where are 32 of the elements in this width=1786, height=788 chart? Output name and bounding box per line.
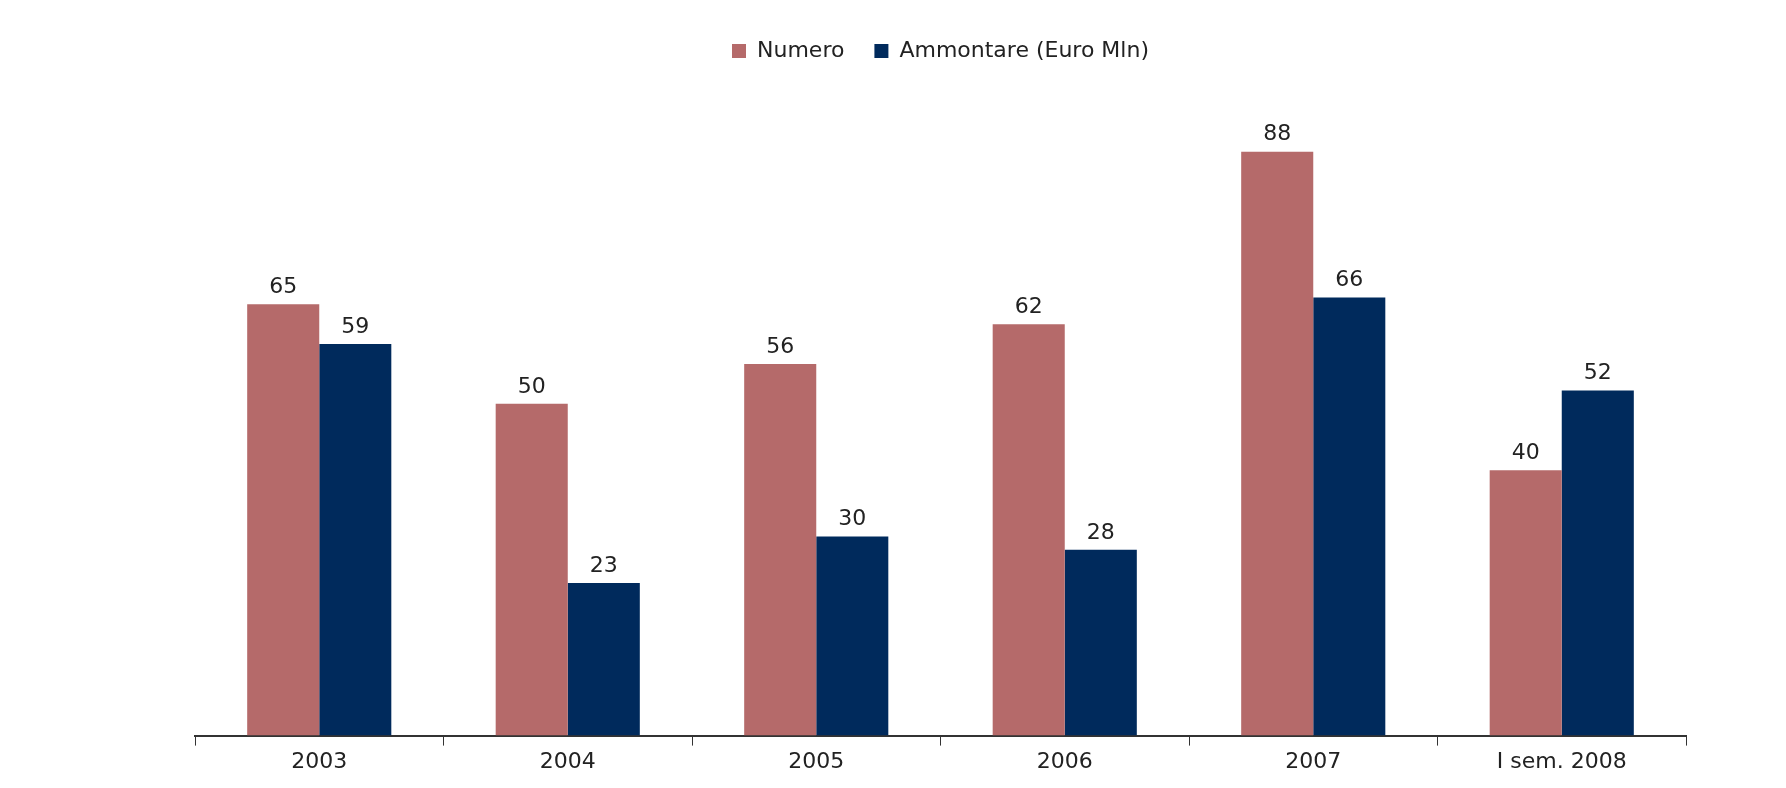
data-label: 23 xyxy=(589,551,618,577)
x-tick-label: 2005 xyxy=(788,747,845,773)
data-label: 56 xyxy=(766,332,795,358)
data-label: 40 xyxy=(1511,438,1540,464)
x-tick-label: 2004 xyxy=(539,747,596,773)
legend-label: Numero xyxy=(757,36,845,62)
data-label: 28 xyxy=(1086,518,1115,544)
x-tick-label: 2003 xyxy=(291,747,348,773)
bar xyxy=(816,536,889,736)
legend-label: Ammontare (Euro Mln) xyxy=(899,36,1149,62)
bar xyxy=(1313,297,1386,736)
bar xyxy=(1561,390,1634,736)
bar xyxy=(744,363,817,736)
bar xyxy=(992,324,1065,736)
data-label: 50 xyxy=(517,372,546,398)
data-label: 62 xyxy=(1014,292,1043,318)
data-label: 65 xyxy=(269,272,298,298)
bar xyxy=(495,403,568,736)
data-label: 88 xyxy=(1263,120,1292,146)
x-tick-label: I sem. 2008 xyxy=(1496,747,1627,773)
bar xyxy=(319,344,392,736)
data-label: 52 xyxy=(1583,359,1612,385)
bar xyxy=(1241,151,1314,736)
data-label: 59 xyxy=(341,312,370,338)
bar xyxy=(567,582,640,736)
data-label: 30 xyxy=(838,505,867,531)
data-label: 66 xyxy=(1335,266,1364,292)
bar xyxy=(247,304,320,736)
bar xyxy=(1489,470,1562,736)
x-tick-label: 2006 xyxy=(1036,747,1093,773)
bar xyxy=(1064,549,1137,736)
x-tick-label: 2007 xyxy=(1285,747,1342,773)
